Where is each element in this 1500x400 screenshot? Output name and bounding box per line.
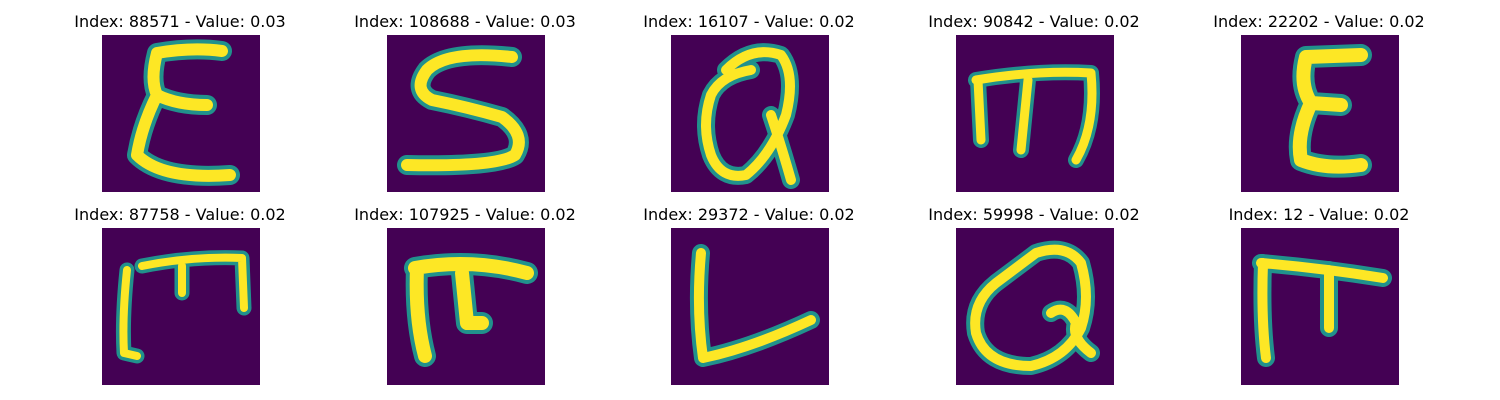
character-image [1241, 228, 1399, 385]
panel-title: Index: 87758 - Value: 0.02 [74, 205, 286, 224]
handwritten-s-glyph [397, 45, 529, 176]
panel-title: Index: 108688 - Value: 0.03 [354, 12, 576, 31]
panel-title: Index: 88571 - Value: 0.03 [74, 12, 286, 31]
character-image [671, 228, 829, 385]
handwritten-t-glyph [1252, 254, 1392, 367]
panel-title: Index: 16107 - Value: 0.02 [643, 12, 855, 31]
character-image [387, 228, 545, 385]
handwritten-q-glyph [697, 43, 800, 189]
panel-title: Index: 59998 - Value: 0.02 [928, 205, 1140, 224]
character-image [1241, 35, 1399, 192]
character-image [102, 228, 260, 385]
panel-title: Index: 107925 - Value: 0.02 [354, 205, 576, 224]
panel-title: Index: 22202 - Value: 0.02 [1213, 12, 1425, 31]
handwritten-m-glyph [115, 250, 252, 364]
handwritten-l-glyph [689, 244, 820, 367]
panel-title: Index: 29372 - Value: 0.02 [643, 205, 855, 224]
handwritten-m-glyph [404, 253, 538, 367]
character-image [102, 35, 260, 192]
handwritten-m-glyph [968, 64, 1100, 168]
character-image [671, 35, 829, 192]
handwritten-e-glyph [1288, 44, 1372, 178]
handwritten-e-glyph [127, 39, 240, 186]
character-image [956, 228, 1114, 385]
panel-title: Index: 12 - Value: 0.02 [1228, 205, 1410, 224]
handwritten-q-glyph [966, 240, 1100, 375]
character-image [956, 35, 1114, 192]
panel-title: Index: 90842 - Value: 0.02 [928, 12, 1140, 31]
character-image [387, 35, 545, 192]
